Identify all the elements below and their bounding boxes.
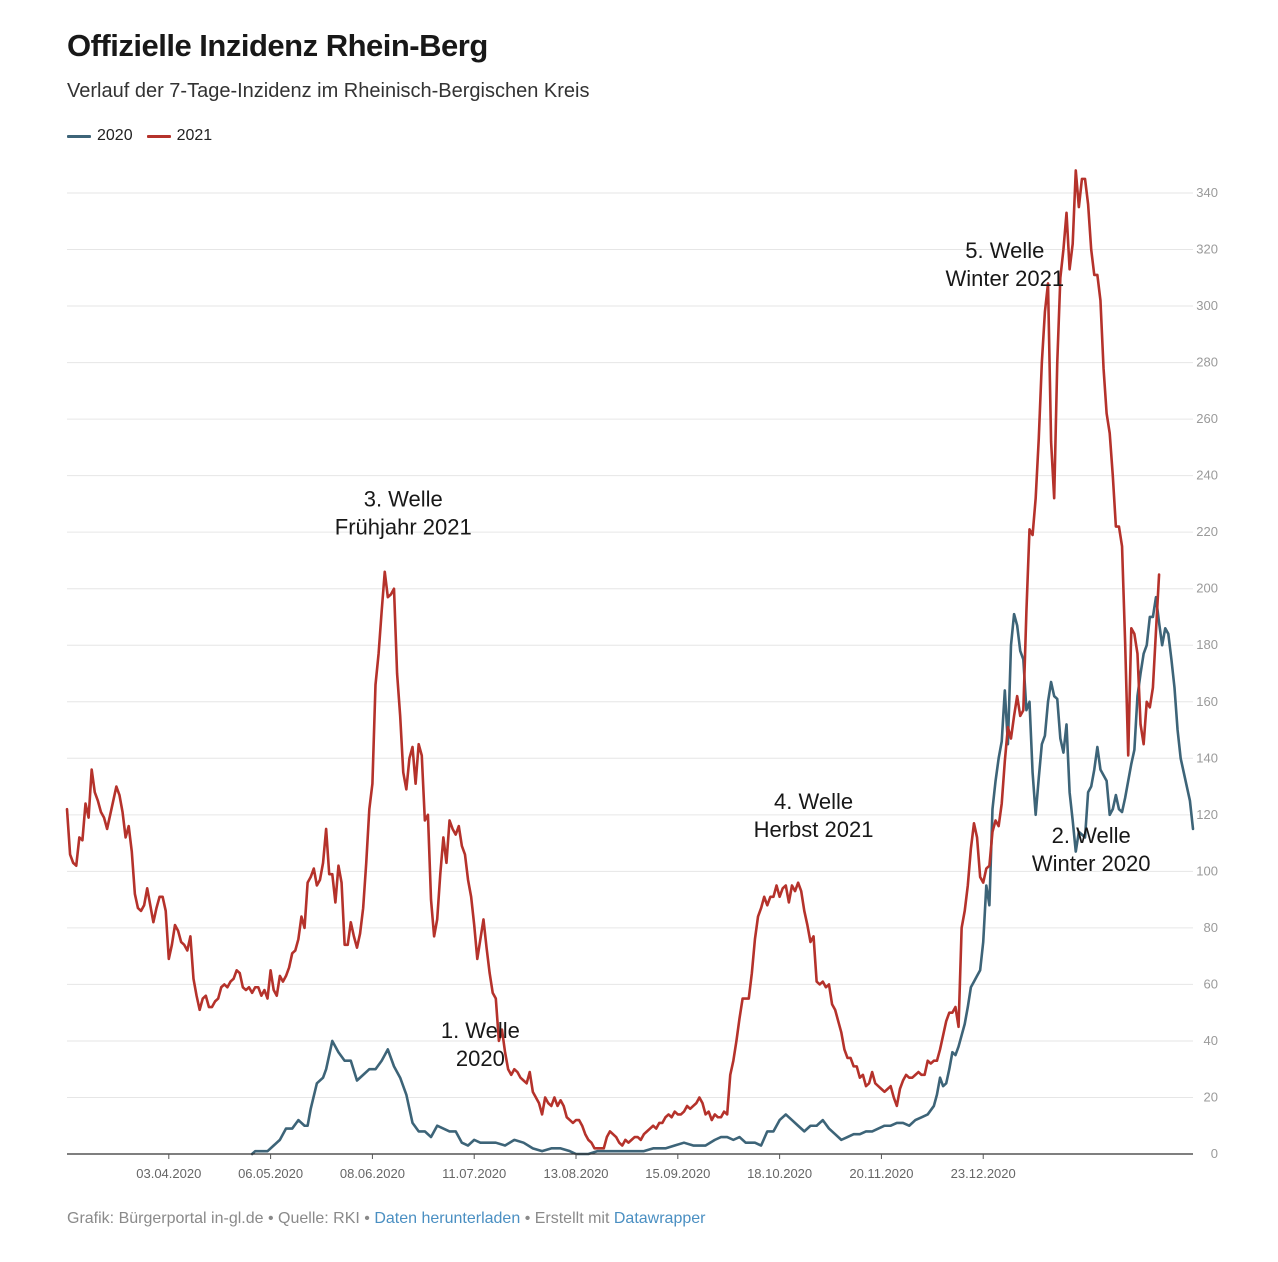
- annotation-1-line-1: 1. Welle: [441, 1018, 520, 1043]
- legend-swatch-2020: [67, 134, 91, 138]
- axes: 0 20 40 60 80 100 120 140 160 180 200 220 240 260 280 3…: [67, 185, 1218, 1181]
- annotation-5-line-2: Winter 2021: [946, 266, 1065, 291]
- y-tick-label-40: 40: [1204, 1033, 1218, 1048]
- datawrapper-link[interactable]: Datawrapper: [613, 1210, 706, 1227]
- annotation-3-line-2: Frühjahr 2021: [335, 515, 472, 540]
- chart-title: Offizielle Inzidenz Rhein-Berg: [67, 28, 488, 63]
- line-chart: 0 20 40 60 80 100 120 140 160 180 200 220 240 260 280 3…: [65, 169, 1218, 1181]
- annotation-2: 2. Welle Winter 2020: [1032, 823, 1151, 876]
- annotation-2-line-1: 2. Welle: [1052, 823, 1131, 848]
- x-tick-label-7: 20.11.2020: [849, 1166, 913, 1181]
- annotation-5: 5. Welle Winter 2021: [946, 238, 1065, 291]
- x-tick-label-6: 18.10.2020: [747, 1166, 812, 1181]
- x-tick-label-4: 13.08.2020: [543, 1166, 608, 1181]
- annotation-2-line-2: Winter 2020: [1032, 851, 1151, 876]
- x-tick-label-2: 08.06.2020: [340, 1166, 405, 1181]
- legend-item-2021: 2021: [146, 127, 213, 145]
- series-line-2020: [250, 595, 1195, 1156]
- y-tick-label-300: 300: [1196, 298, 1218, 313]
- y-tick-label-320: 320: [1196, 242, 1218, 257]
- x-tick-label-5: 15.09.2020: [645, 1166, 710, 1181]
- y-tick-label-200: 200: [1196, 581, 1218, 596]
- x-tick-label-3: 11.07.2020: [442, 1166, 506, 1181]
- y-tick-label-260: 260: [1196, 411, 1218, 426]
- annotation-1: 1. Welle 2020: [441, 1018, 520, 1071]
- series-layer: [65, 169, 1195, 1156]
- annotation-4: 4. Welle Herbst 2021: [754, 789, 874, 842]
- y-tick-label-60: 60: [1204, 976, 1218, 991]
- y-tick-label-180: 180: [1196, 637, 1218, 652]
- y-tick-label-80: 80: [1204, 920, 1218, 935]
- footer: Grafik: Bürgerportal in-gl.de • Quelle: …: [67, 1210, 705, 1228]
- y-tick-label-280: 280: [1196, 355, 1218, 370]
- x-tick-label-0: 03.04.2020: [136, 1166, 201, 1181]
- chart-subtitle: Verlauf der 7-Tage-Inzidenz im Rheinisch…: [67, 80, 590, 102]
- y-tick-label-0: 0: [1211, 1146, 1218, 1161]
- legend: 2020 2021: [67, 127, 212, 145]
- y-tick-label-120: 120: [1196, 807, 1218, 822]
- footer-made-with: • Erstellt mit: [524, 1210, 610, 1227]
- y-tick-label-340: 340: [1196, 185, 1218, 200]
- legend-label-2021: 2021: [176, 127, 213, 144]
- y-tick-label-20: 20: [1204, 1089, 1218, 1104]
- annotation-3-line-1: 3. Welle: [364, 487, 443, 512]
- y-tick-label-160: 160: [1196, 694, 1218, 709]
- y-tick-label-140: 140: [1196, 750, 1218, 765]
- y-tick-label-220: 220: [1196, 524, 1218, 539]
- legend-swatch-2021: [146, 134, 171, 138]
- annotation-3: 3. Welle Frühjahr 2021: [335, 487, 472, 540]
- footer-credit: Grafik: Bürgerportal in-gl.de • Quelle: …: [67, 1210, 370, 1227]
- annotation-5-line-1: 5. Welle: [965, 238, 1044, 263]
- annotation-4-line-1: 4. Welle: [774, 789, 853, 814]
- legend-label-2020: 2020: [97, 127, 133, 144]
- annotation-4-line-2: Herbst 2021: [754, 817, 874, 842]
- x-tick-label-8: 23.12.2020: [951, 1166, 1016, 1181]
- annotations: 1. Welle 2020 2. Welle Winter 2020 3. Welle F…: [335, 238, 1151, 1071]
- series-line-2021: [65, 169, 1161, 1150]
- grid: [67, 192, 1193, 1098]
- x-tick-label-1: 06.05.2020: [238, 1166, 303, 1181]
- y-tick-label-100: 100: [1196, 863, 1218, 878]
- download-data-link[interactable]: Daten herunterladen: [374, 1210, 521, 1227]
- y-tick-label-240: 240: [1196, 468, 1218, 483]
- legend-item-2020: 2020: [67, 127, 133, 145]
- annotation-1-line-2: 2020: [456, 1046, 505, 1071]
